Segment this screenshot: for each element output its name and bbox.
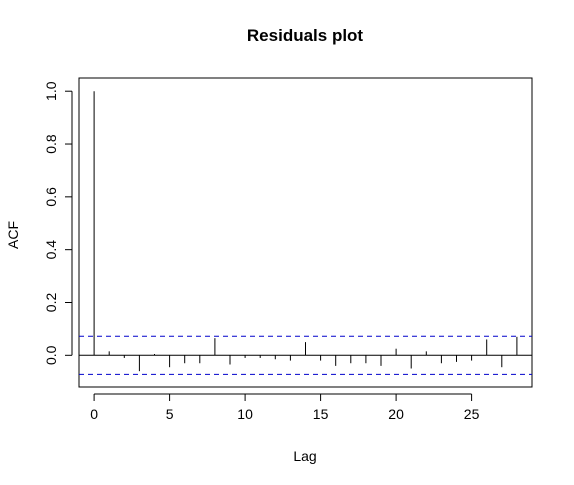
chart-marks: 0 5 10 15 20 25 0.0 0.2 0.4 0.6 0.8 1.0	[43, 81, 532, 422]
x-tick-label: 15	[313, 406, 329, 422]
y-tick-label: 1.0	[43, 81, 59, 101]
x-tick-label: 10	[237, 406, 253, 422]
y-tick-label: 0.6	[43, 187, 59, 207]
x-tick-label: 25	[464, 406, 480, 422]
y-axis-label: ACF	[5, 221, 21, 249]
x-tick-label: 20	[388, 406, 404, 422]
y-tick-label: 0.2	[43, 293, 59, 313]
x-axis-label: Lag	[293, 448, 316, 464]
y-tick-label: 0.0	[43, 345, 59, 365]
y-tick-label: 0.8	[43, 134, 59, 154]
x-tick-label: 5	[166, 406, 174, 422]
chart-title: Residuals plot	[247, 26, 364, 45]
x-tick-label: 0	[90, 406, 98, 422]
y-tick-label: 0.4	[43, 240, 59, 260]
plot-frame	[78, 77, 533, 388]
